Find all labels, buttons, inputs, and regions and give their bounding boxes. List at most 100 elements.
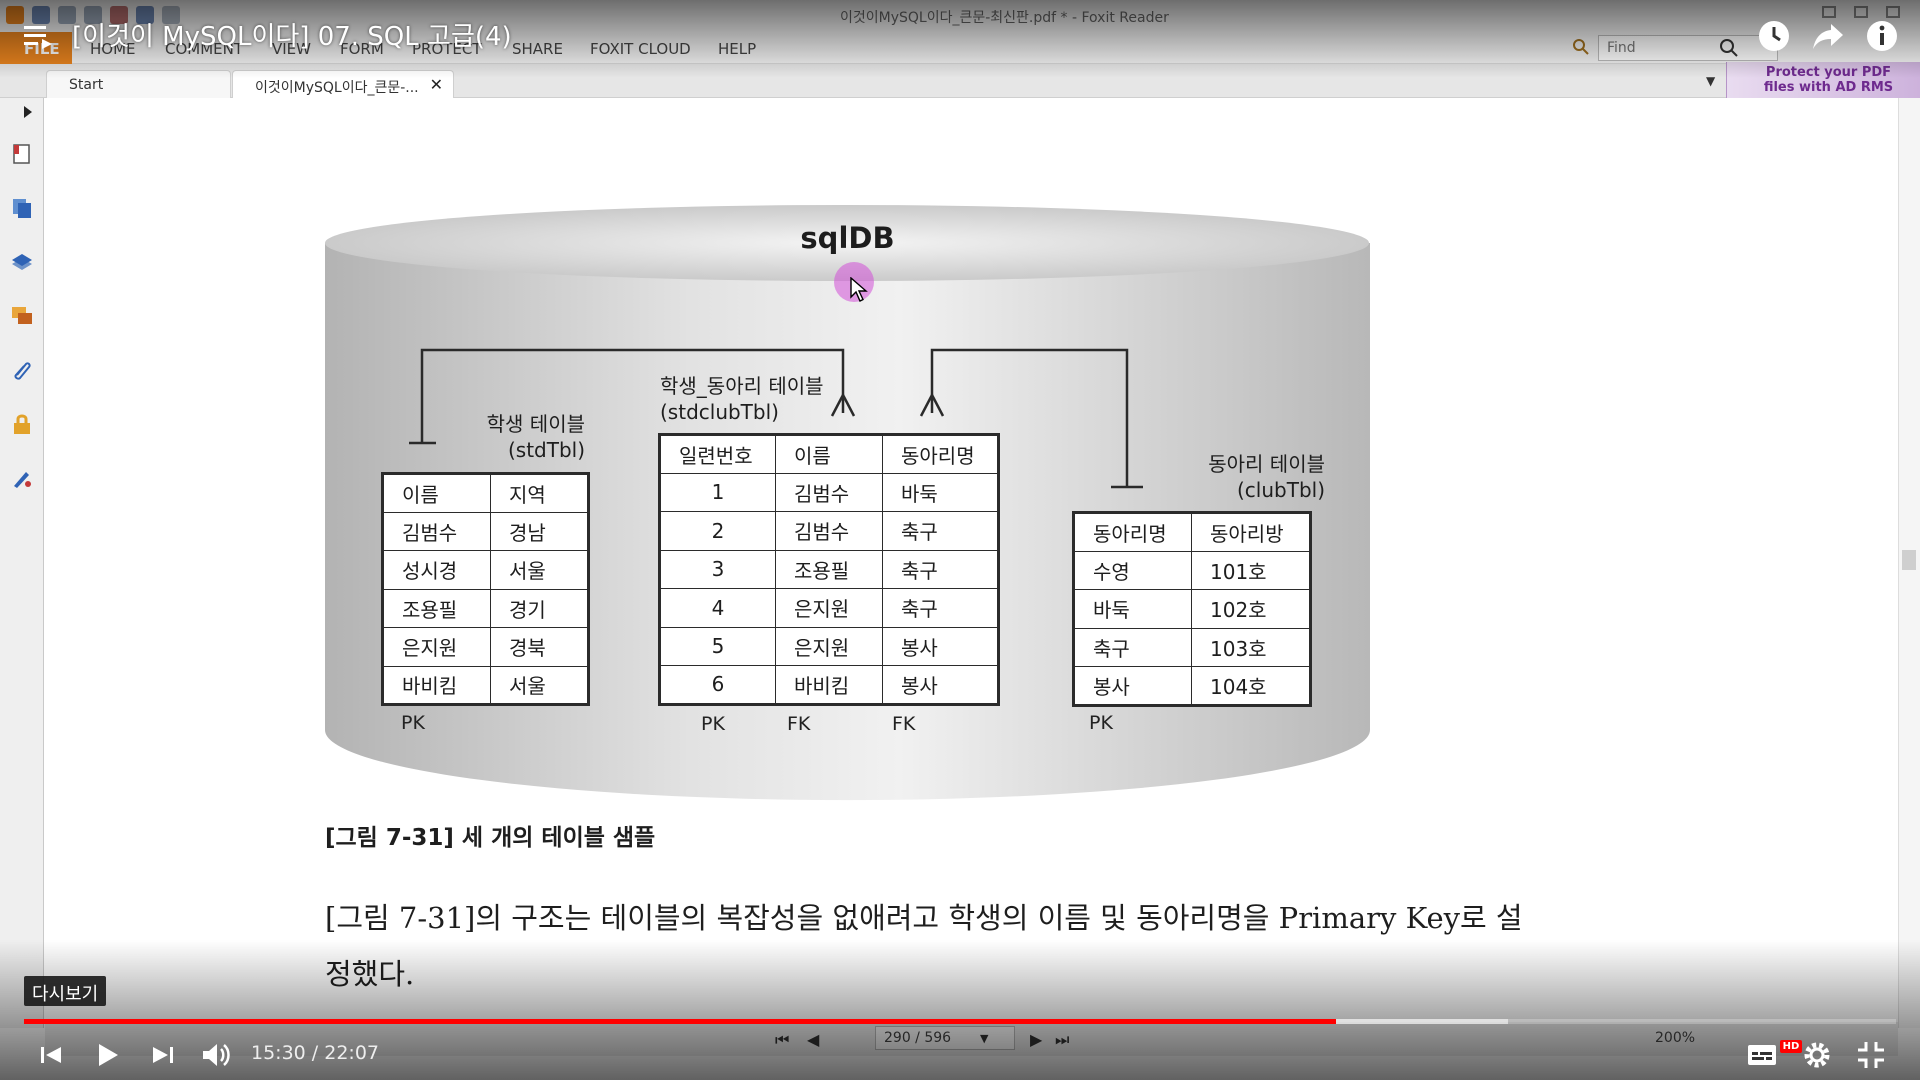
table-cell: 경남 [490, 511, 589, 551]
table-row: 수영 101호 [1073, 550, 1311, 590]
top-gradient [0, 0, 1920, 78]
table-cell: 김범수 [382, 511, 491, 551]
table-cell: 1 [659, 472, 776, 512]
bookmark-icon[interactable] [10, 142, 34, 166]
scrollbar-thumb[interactable] [1902, 550, 1916, 570]
progress-played [24, 1019, 1337, 1024]
close-icon[interactable]: ✕ [429, 75, 443, 94]
table-cell: 은지원 [382, 627, 491, 667]
table-cell: 수영 [1073, 550, 1192, 590]
vertical-scrollbar[interactable] [1898, 98, 1920, 1028]
table-row: 바둑 102호 [1073, 589, 1311, 629]
club-table-code: (clubTbl) [1237, 478, 1325, 502]
table-cell: 4 [659, 588, 776, 628]
table-cell: 서울 [490, 665, 589, 705]
table-row: 1 김범수 바둑 [659, 472, 999, 512]
hd-badge: HD [1780, 1040, 1802, 1053]
table-cell: 바둑 [882, 472, 999, 512]
share-icon[interactable] [1810, 18, 1846, 54]
table-cell: 5 [659, 626, 776, 666]
table-cell: 바비킴 [775, 665, 883, 705]
pages-icon[interactable] [10, 196, 34, 220]
table-row: 5 은지원 봉사 [659, 626, 999, 666]
volume-icon[interactable] [200, 1038, 234, 1072]
ad-line-2: files with AD RMS [1763, 80, 1894, 95]
table-cell: 성시경 [382, 550, 491, 590]
table-cell: 바둑 [1073, 589, 1192, 629]
table-cell: 103호 [1191, 627, 1311, 667]
subtitles-icon[interactable] [1745, 1038, 1779, 1072]
chevron-down-icon[interactable]: ▼ [1706, 74, 1716, 88]
table-header-row: 이름 지역 [382, 473, 589, 513]
table-header-cell: 지역 [490, 473, 589, 513]
playlist-menu-icon[interactable] [24, 24, 54, 50]
settings-gear-icon[interactable] [1800, 1038, 1834, 1072]
table-row: 2 김범수 축구 [659, 511, 999, 551]
previous-icon[interactable] [34, 1038, 68, 1072]
table-cell: 102호 [1191, 589, 1311, 629]
table-cell: 바비킴 [382, 665, 491, 705]
info-icon[interactable] [1864, 18, 1900, 54]
time-display: 15:30 / 22:07 [251, 1042, 379, 1064]
stdclub-table-code: (stdclubTbl) [660, 400, 779, 424]
table-cell: 경북 [490, 627, 589, 667]
replay-tooltip: 다시보기 [24, 976, 107, 1006]
table-cell: 축구 [882, 549, 999, 589]
key-label: PK [701, 713, 725, 735]
table-row: 4 은지원 축구 [659, 588, 999, 628]
table-cell: 봉사 [882, 665, 999, 705]
mouse-cursor-icon [850, 277, 868, 302]
table-row: 조용필 경기 [382, 588, 589, 628]
player-controls: 15:30 / 22:07 [0, 1030, 1920, 1080]
progress-bar[interactable] [24, 1019, 1896, 1024]
table-cell: 조용필 [775, 549, 883, 589]
table-cell: 김범수 [775, 511, 883, 551]
club-table-name: 동아리 테이블 [1208, 452, 1325, 476]
table-cell: 축구 [1073, 627, 1192, 667]
table-cell: 김범수 [775, 472, 883, 512]
table-row: 바비킴 서울 [382, 665, 589, 705]
table-row: 성시경 서울 [382, 550, 589, 590]
layers-icon[interactable] [10, 250, 34, 274]
signature-icon[interactable] [10, 466, 34, 490]
table-header-row: 일련번호 이름 동아리명 [659, 434, 999, 474]
next-icon[interactable] [146, 1038, 180, 1072]
tab-active-label: 이것이MySQL이다_큰문-... [255, 80, 419, 96]
play-icon[interactable] [90, 1038, 124, 1072]
navigation-panel [0, 98, 44, 1028]
table-cell: 3 [659, 549, 776, 589]
table-cell: 봉사 [882, 626, 999, 666]
table-cell: 서울 [490, 550, 589, 590]
figure-caption: [그림 7-31] 세 개의 테이블 샘플 [325, 825, 656, 851]
exit-fullscreen-icon[interactable] [1854, 1038, 1888, 1072]
comments-icon[interactable] [10, 304, 34, 328]
table-header-cell: 동아리방 [1191, 512, 1311, 552]
table-row: 6 바비킴 봉사 [659, 665, 999, 705]
table-cell: 은지원 [775, 626, 883, 666]
table-row: 축구 103호 [1073, 627, 1311, 667]
table-cell: 101호 [1191, 550, 1311, 590]
table-row: 은지원 경북 [382, 627, 589, 667]
table-cell: 은지원 [775, 588, 883, 628]
student-table: 이름 지역 김범수 경남 성시경 서울 조용필 경기 은지원 경북 바비킴 서울 [381, 472, 590, 706]
table-cell: 2 [659, 511, 776, 551]
video-title[interactable]: [이것이 MySQL이다] 07. SQL 고급(4) [72, 22, 512, 52]
student-table-name: 학생 테이블 [486, 412, 585, 436]
table-cell: 축구 [882, 511, 999, 551]
key-label: FK [892, 713, 916, 735]
table-cell: 104호 [1191, 666, 1311, 706]
lock-icon[interactable] [10, 412, 34, 436]
database-name: sqlDB [800, 221, 895, 255]
table-cell: 봉사 [1073, 666, 1192, 706]
table-header-cell: 일련번호 [659, 434, 776, 474]
expand-panel-icon[interactable] [24, 106, 32, 118]
key-label: FK [787, 713, 811, 735]
database-diagram: sqlDB 학생 테이블 (stdTbl) 이름 지역 김범수 경남 성시경 서울 조용필 경… [325, 205, 1370, 805]
table-row: 3 조용필 축구 [659, 549, 999, 589]
stdclub-table-caption: 학생_동아리 테이블 (stdclubTbl) [660, 373, 824, 425]
table-cell: 축구 [882, 588, 999, 628]
watch-later-icon[interactable] [1756, 18, 1792, 54]
paperclip-icon[interactable] [10, 358, 34, 382]
key-label: PK [401, 712, 425, 734]
